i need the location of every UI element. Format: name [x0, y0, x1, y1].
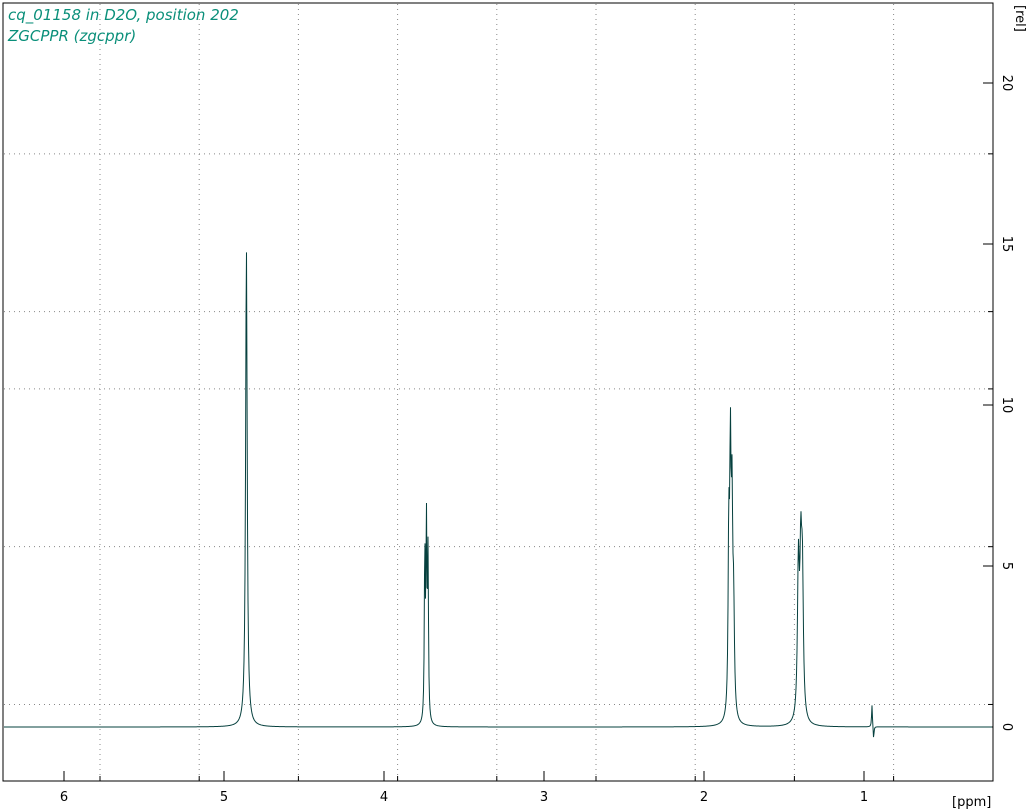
- x-tick-label: 1: [860, 790, 868, 805]
- y-tick-label: 5: [999, 562, 1014, 570]
- grid: [4, 4, 992, 780]
- chart-title: cq_01158 in D2O, position 202: [8, 6, 239, 24]
- y-tick-label: 15: [999, 236, 1014, 253]
- spectrum-line: [4, 252, 992, 738]
- y-tick-label: 0: [999, 723, 1014, 731]
- x-tick-label: 2: [700, 790, 708, 805]
- x-tick-label: 3: [540, 790, 548, 805]
- x-tick-label: 5: [220, 790, 228, 805]
- chart-subtitle: ZGCPPR (zgcppr): [8, 27, 137, 45]
- y-tick-label: 20: [999, 75, 1014, 92]
- y-axis-label: [rel]: [1012, 5, 1027, 32]
- x-tick-label: 6: [60, 790, 68, 805]
- y-tick-label: 10: [999, 397, 1014, 414]
- axes: 0 5 10 15 20 6 5 4 3 2 1: [60, 75, 1014, 805]
- x-tick-label: 4: [380, 790, 388, 805]
- plot-frame: [2, 2, 994, 782]
- x-axis-label: [ppm]: [952, 795, 991, 810]
